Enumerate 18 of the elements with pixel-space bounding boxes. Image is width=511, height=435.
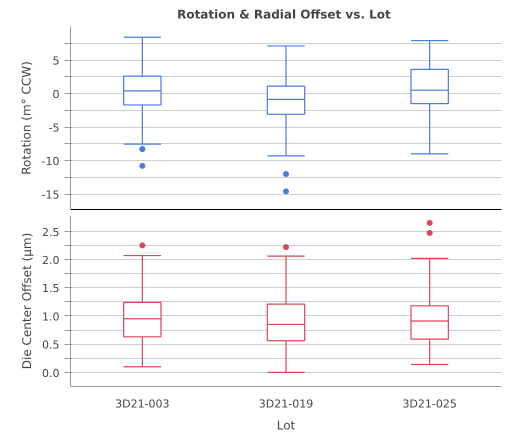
y-axis-title: Die Center Offset (µm)	[20, 232, 34, 370]
y-tick-label: 2.5	[42, 226, 60, 239]
x-tick-label: 3D21-003	[115, 398, 170, 410]
y-tick-label: 0.0	[42, 366, 60, 380]
y-tick-label: 1.0	[42, 310, 60, 324]
y-tick-label: 0	[52, 88, 60, 102]
x-axis-title: Lot	[276, 418, 296, 432]
y-axis-title: Rotation (m° CCW)	[20, 61, 34, 175]
y-tick-label: 5	[52, 54, 60, 68]
y-tick-label: -15	[42, 188, 60, 202]
x-tick-label: 3D21-019	[258, 398, 314, 410]
y-tick-label: -10	[42, 155, 60, 168]
x-tick-label: 3D21-025	[402, 398, 457, 410]
chart-title: Rotation & Radial Offset vs. Lot	[177, 8, 391, 22]
y-tick-label: 2.0	[42, 254, 60, 268]
y-tick-label: 1.5	[42, 282, 60, 296]
y-tick-label: -5	[48, 122, 60, 135]
y-tick-label: 0.5	[42, 338, 60, 352]
